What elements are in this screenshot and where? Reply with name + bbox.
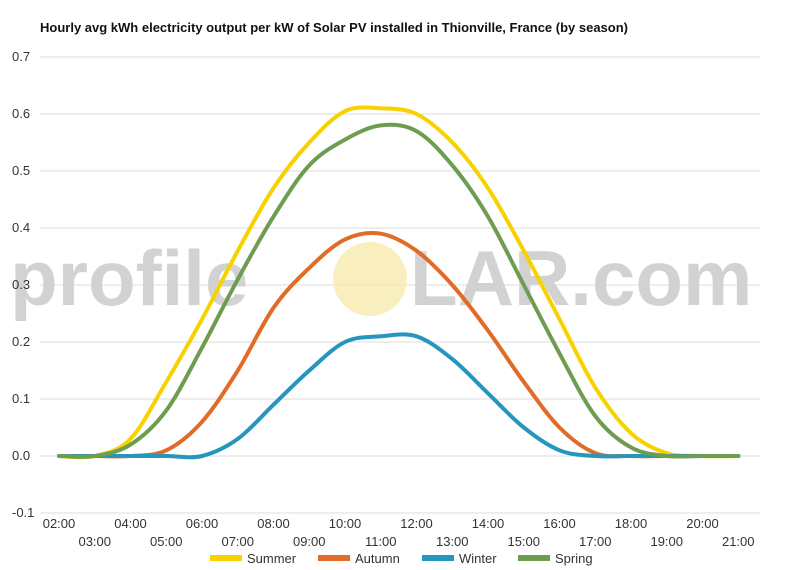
y-tick-label: -0.1 <box>12 505 34 520</box>
x-tick-label: 05:00 <box>150 534 183 549</box>
legend-item-summer: Summer <box>210 551 297 566</box>
x-tick-label: 03:00 <box>78 534 111 549</box>
x-tick-label: 12:00 <box>400 516 433 531</box>
watermark: profile LAR.com <box>10 234 752 322</box>
y-axis: -0.1 0.0 0.1 0.2 0.3 0.4 0.5 0.6 0.7 <box>12 49 34 520</box>
watermark-text-left: profile <box>10 234 248 322</box>
x-tick-label: 16:00 <box>543 516 576 531</box>
x-tick-label: 21:00 <box>722 534 755 549</box>
legend-swatch <box>422 555 454 561</box>
watermark-sun-icon <box>333 242 407 316</box>
legend-item-autumn: Autumn <box>318 551 400 566</box>
legend: Summer Autumn Winter Spring <box>210 551 593 566</box>
y-tick-label: 0.6 <box>12 106 30 121</box>
series-lines <box>57 105 741 460</box>
legend-label: Summer <box>247 551 297 566</box>
x-tick-label: 04:00 <box>114 516 147 531</box>
y-tick-label: 0.0 <box>12 448 30 463</box>
x-tick-label: 02:00 <box>43 516 76 531</box>
y-tick-label: 0.3 <box>12 277 30 292</box>
x-tick-label: 07:00 <box>221 534 254 549</box>
legend-item-winter: Winter <box>422 551 497 566</box>
y-tick-label: 0.2 <box>12 334 30 349</box>
series-line-summer <box>57 105 741 460</box>
legend-swatch <box>318 555 350 561</box>
series-line-winter <box>57 332 741 460</box>
x-tick-label: 08:00 <box>257 516 290 531</box>
x-tick-label: 10:00 <box>329 516 362 531</box>
x-tick-label: 09:00 <box>293 534 326 549</box>
legend-swatch <box>210 555 242 561</box>
x-tick-label: 11:00 <box>365 534 397 549</box>
legend-label: Winter <box>459 551 497 566</box>
x-tick-label: 06:00 <box>186 516 219 531</box>
y-tick-label: 0.5 <box>12 163 30 178</box>
x-tick-label: 20:00 <box>686 516 719 531</box>
legend-swatch <box>518 555 550 561</box>
y-tick-label: 0.7 <box>12 49 30 64</box>
legend-label: Spring <box>555 551 593 566</box>
legend-label: Autumn <box>355 551 400 566</box>
chart-title: Hourly avg kWh electricity output per kW… <box>40 20 628 35</box>
x-axis: 02:0003:0004:0005:0006:0007:0008:0009:00… <box>43 516 755 549</box>
x-tick-label: 13:00 <box>436 534 469 549</box>
series-line-spring <box>57 122 741 459</box>
x-tick-label: 19:00 <box>650 534 683 549</box>
x-tick-label: 17:00 <box>579 534 612 549</box>
x-tick-label: 18:00 <box>615 516 648 531</box>
x-tick-label: 14:00 <box>472 516 505 531</box>
x-tick-label: 15:00 <box>507 534 540 549</box>
watermark-text-right: LAR.com <box>410 234 752 322</box>
y-tick-label: 0.4 <box>12 220 30 235</box>
y-tick-label: 0.1 <box>12 391 30 406</box>
legend-item-spring: Spring <box>518 551 593 566</box>
